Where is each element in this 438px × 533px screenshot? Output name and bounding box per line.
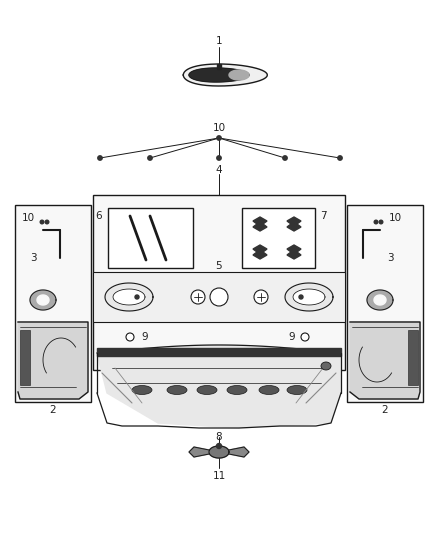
Text: 6: 6 xyxy=(95,211,102,221)
Text: 10: 10 xyxy=(389,213,402,223)
Ellipse shape xyxy=(132,385,152,394)
Polygon shape xyxy=(229,447,249,457)
Circle shape xyxy=(212,290,226,304)
Bar xyxy=(242,208,315,268)
Circle shape xyxy=(45,220,49,224)
Bar xyxy=(408,330,418,385)
Ellipse shape xyxy=(227,385,247,394)
Polygon shape xyxy=(350,322,420,399)
Bar xyxy=(217,64,221,69)
Bar xyxy=(108,208,193,268)
Text: 9: 9 xyxy=(289,332,295,342)
Text: 2: 2 xyxy=(49,405,57,415)
Circle shape xyxy=(217,156,221,160)
Text: 10: 10 xyxy=(21,213,35,223)
Circle shape xyxy=(126,333,134,341)
Polygon shape xyxy=(113,289,145,305)
Text: 5: 5 xyxy=(215,261,223,271)
Bar xyxy=(93,272,345,322)
Polygon shape xyxy=(293,289,325,305)
Circle shape xyxy=(98,156,102,160)
Polygon shape xyxy=(287,217,301,231)
Circle shape xyxy=(301,333,309,341)
Bar xyxy=(93,195,345,370)
Ellipse shape xyxy=(259,385,279,394)
Text: 7: 7 xyxy=(320,211,326,221)
Circle shape xyxy=(374,220,378,224)
Bar xyxy=(20,330,30,385)
Polygon shape xyxy=(285,283,333,311)
Ellipse shape xyxy=(321,362,331,370)
Polygon shape xyxy=(105,283,153,311)
Polygon shape xyxy=(367,290,393,310)
Circle shape xyxy=(148,156,152,160)
Polygon shape xyxy=(374,295,386,305)
Polygon shape xyxy=(287,245,301,259)
Circle shape xyxy=(338,156,342,160)
Circle shape xyxy=(217,136,221,140)
Polygon shape xyxy=(189,447,209,457)
Circle shape xyxy=(216,443,222,448)
Text: 1: 1 xyxy=(215,36,223,46)
Text: 2: 2 xyxy=(381,405,389,415)
Text: 3: 3 xyxy=(387,253,393,263)
Bar xyxy=(97,348,341,356)
Polygon shape xyxy=(253,217,267,231)
Polygon shape xyxy=(183,64,267,86)
Polygon shape xyxy=(30,290,56,310)
Text: B: B xyxy=(216,293,222,302)
Circle shape xyxy=(379,220,383,224)
Polygon shape xyxy=(37,295,49,305)
Polygon shape xyxy=(229,70,249,80)
Ellipse shape xyxy=(287,385,307,394)
Circle shape xyxy=(299,295,303,299)
Polygon shape xyxy=(18,322,88,399)
Polygon shape xyxy=(189,68,249,82)
Polygon shape xyxy=(97,345,341,428)
Text: 3: 3 xyxy=(30,253,36,263)
Circle shape xyxy=(283,156,287,160)
Text: 8: 8 xyxy=(215,432,223,442)
Ellipse shape xyxy=(197,385,217,394)
Text: 11: 11 xyxy=(212,471,226,481)
Circle shape xyxy=(210,288,228,306)
Ellipse shape xyxy=(167,385,187,394)
Text: 4: 4 xyxy=(215,165,223,175)
Bar xyxy=(15,205,91,402)
Circle shape xyxy=(40,220,44,224)
Circle shape xyxy=(254,290,268,304)
Bar xyxy=(347,205,423,402)
Circle shape xyxy=(191,290,205,304)
Text: 10: 10 xyxy=(212,123,226,133)
Polygon shape xyxy=(209,446,229,458)
Text: 9: 9 xyxy=(141,332,148,342)
Circle shape xyxy=(135,295,139,299)
Polygon shape xyxy=(253,245,267,259)
